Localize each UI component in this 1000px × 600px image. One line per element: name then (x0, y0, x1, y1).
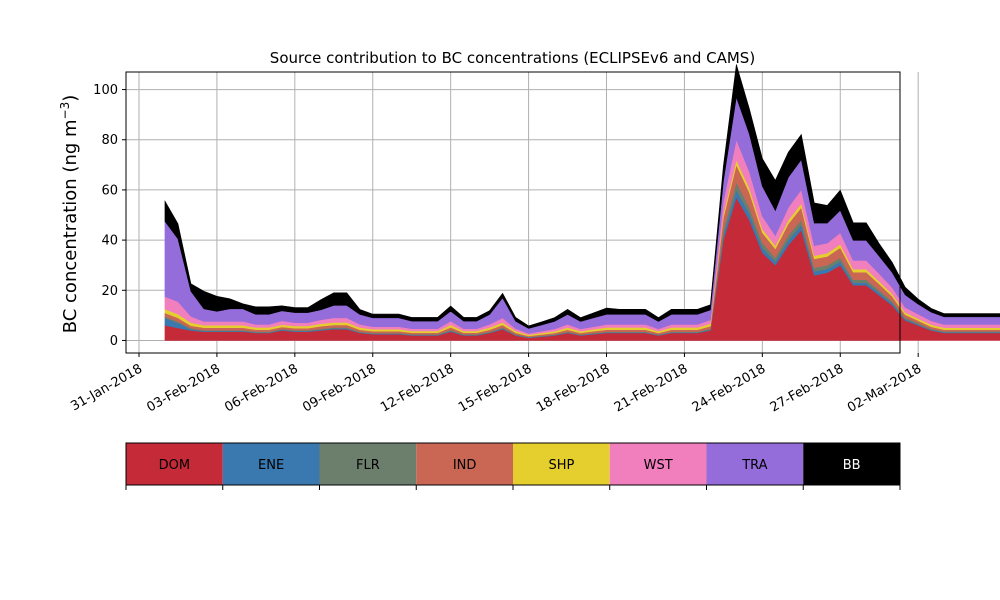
x-tick-label: 09-Feb-2018 (300, 361, 379, 415)
y-tick-label: 80 (101, 133, 118, 148)
legend-label-shp: SHP (548, 458, 574, 473)
y-tick-label: 40 (101, 234, 118, 249)
legend-swatch-ene (222, 443, 320, 485)
legend-label-dom: DOM (159, 458, 190, 473)
chart-title: Source contribution to BC concentrations… (270, 49, 755, 67)
x-tick-label: 21-Feb-2018 (612, 361, 691, 415)
y-tick-label: 100 (93, 83, 118, 98)
legend-swatch-ind (416, 443, 513, 485)
legend-label-tra: TRA (741, 458, 767, 473)
y-axis-label-superscript: −3 (58, 102, 72, 120)
legend-swatch-wst (609, 443, 707, 485)
x-tick-label: 24-Feb-2018 (690, 361, 769, 415)
legend-swatch-shp (513, 443, 610, 485)
legend-swatch-tra (706, 443, 804, 485)
y-tick-label: 60 (101, 183, 118, 198)
legend-colorbar: DOM ENE FLR IND SHP WST TRA BB (125, 442, 901, 490)
y-tick-label: 0 (110, 334, 118, 349)
y-tick-label: 20 (101, 284, 118, 299)
stacked-areas (164, 64, 1000, 341)
legend-label-flr: FLR (356, 458, 380, 473)
legend-label-ind: IND (453, 458, 477, 473)
legend-label-wst: WST (644, 458, 673, 473)
legend-label-ene: ENE (258, 458, 284, 473)
y-axis-label: BC concentration (ng m−3) (58, 95, 81, 334)
x-tick-label: 27-Feb-2018 (768, 361, 847, 415)
x-tick-label: 06-Feb-2018 (222, 361, 301, 415)
y-axis-label-text: BC concentration (ng m (60, 119, 81, 333)
x-tick-label: 31-Jan-2018 (68, 361, 145, 414)
x-tick-label: 03-Feb-2018 (144, 361, 223, 415)
legend-label-bb: BB (843, 458, 861, 473)
x-tick-label: 18-Feb-2018 (534, 361, 613, 415)
legend-swatch-dom (126, 443, 223, 485)
y-axis-label-close: ) (60, 95, 81, 102)
legend-swatch-flr (319, 443, 417, 485)
legend-frame (125, 442, 901, 486)
x-tick-label: 02-Mar-2018 (845, 361, 924, 415)
x-tick-label: 15-Feb-2018 (456, 361, 535, 415)
grid (126, 72, 919, 353)
area-bb (164, 64, 1000, 329)
legend-swatch-bb (803, 443, 900, 485)
x-tick-label: 12-Feb-2018 (378, 361, 457, 415)
plot-frame (125, 71, 901, 354)
